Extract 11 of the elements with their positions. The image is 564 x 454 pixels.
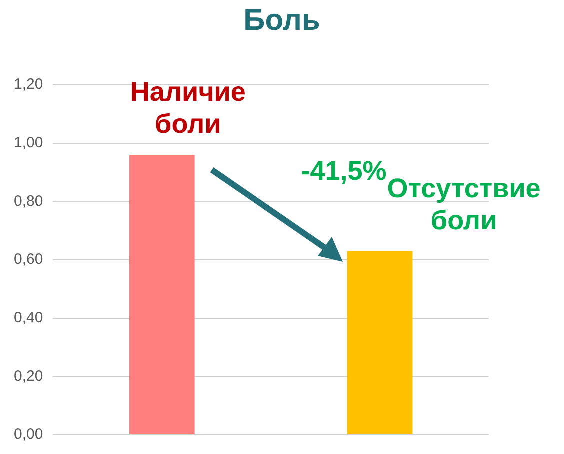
y-tick-label: 0,00 [14,426,44,444]
y-tick-label: 0,20 [14,368,44,385]
x-tick-label: Наличие боли [130,77,246,139]
annotation: -41,5% [301,156,387,186]
x-tick-label: Отсутствие боли [387,173,541,236]
chart-title: Боль [242,4,322,38]
y-tick-label: 0,40 [14,309,44,326]
y-tick-label: 0,80 [14,192,44,210]
y-tick-label: 1,00 [14,134,44,152]
y-tick-label: 0,60 [14,251,44,268]
y-tick-label: 1,20 [14,76,44,94]
